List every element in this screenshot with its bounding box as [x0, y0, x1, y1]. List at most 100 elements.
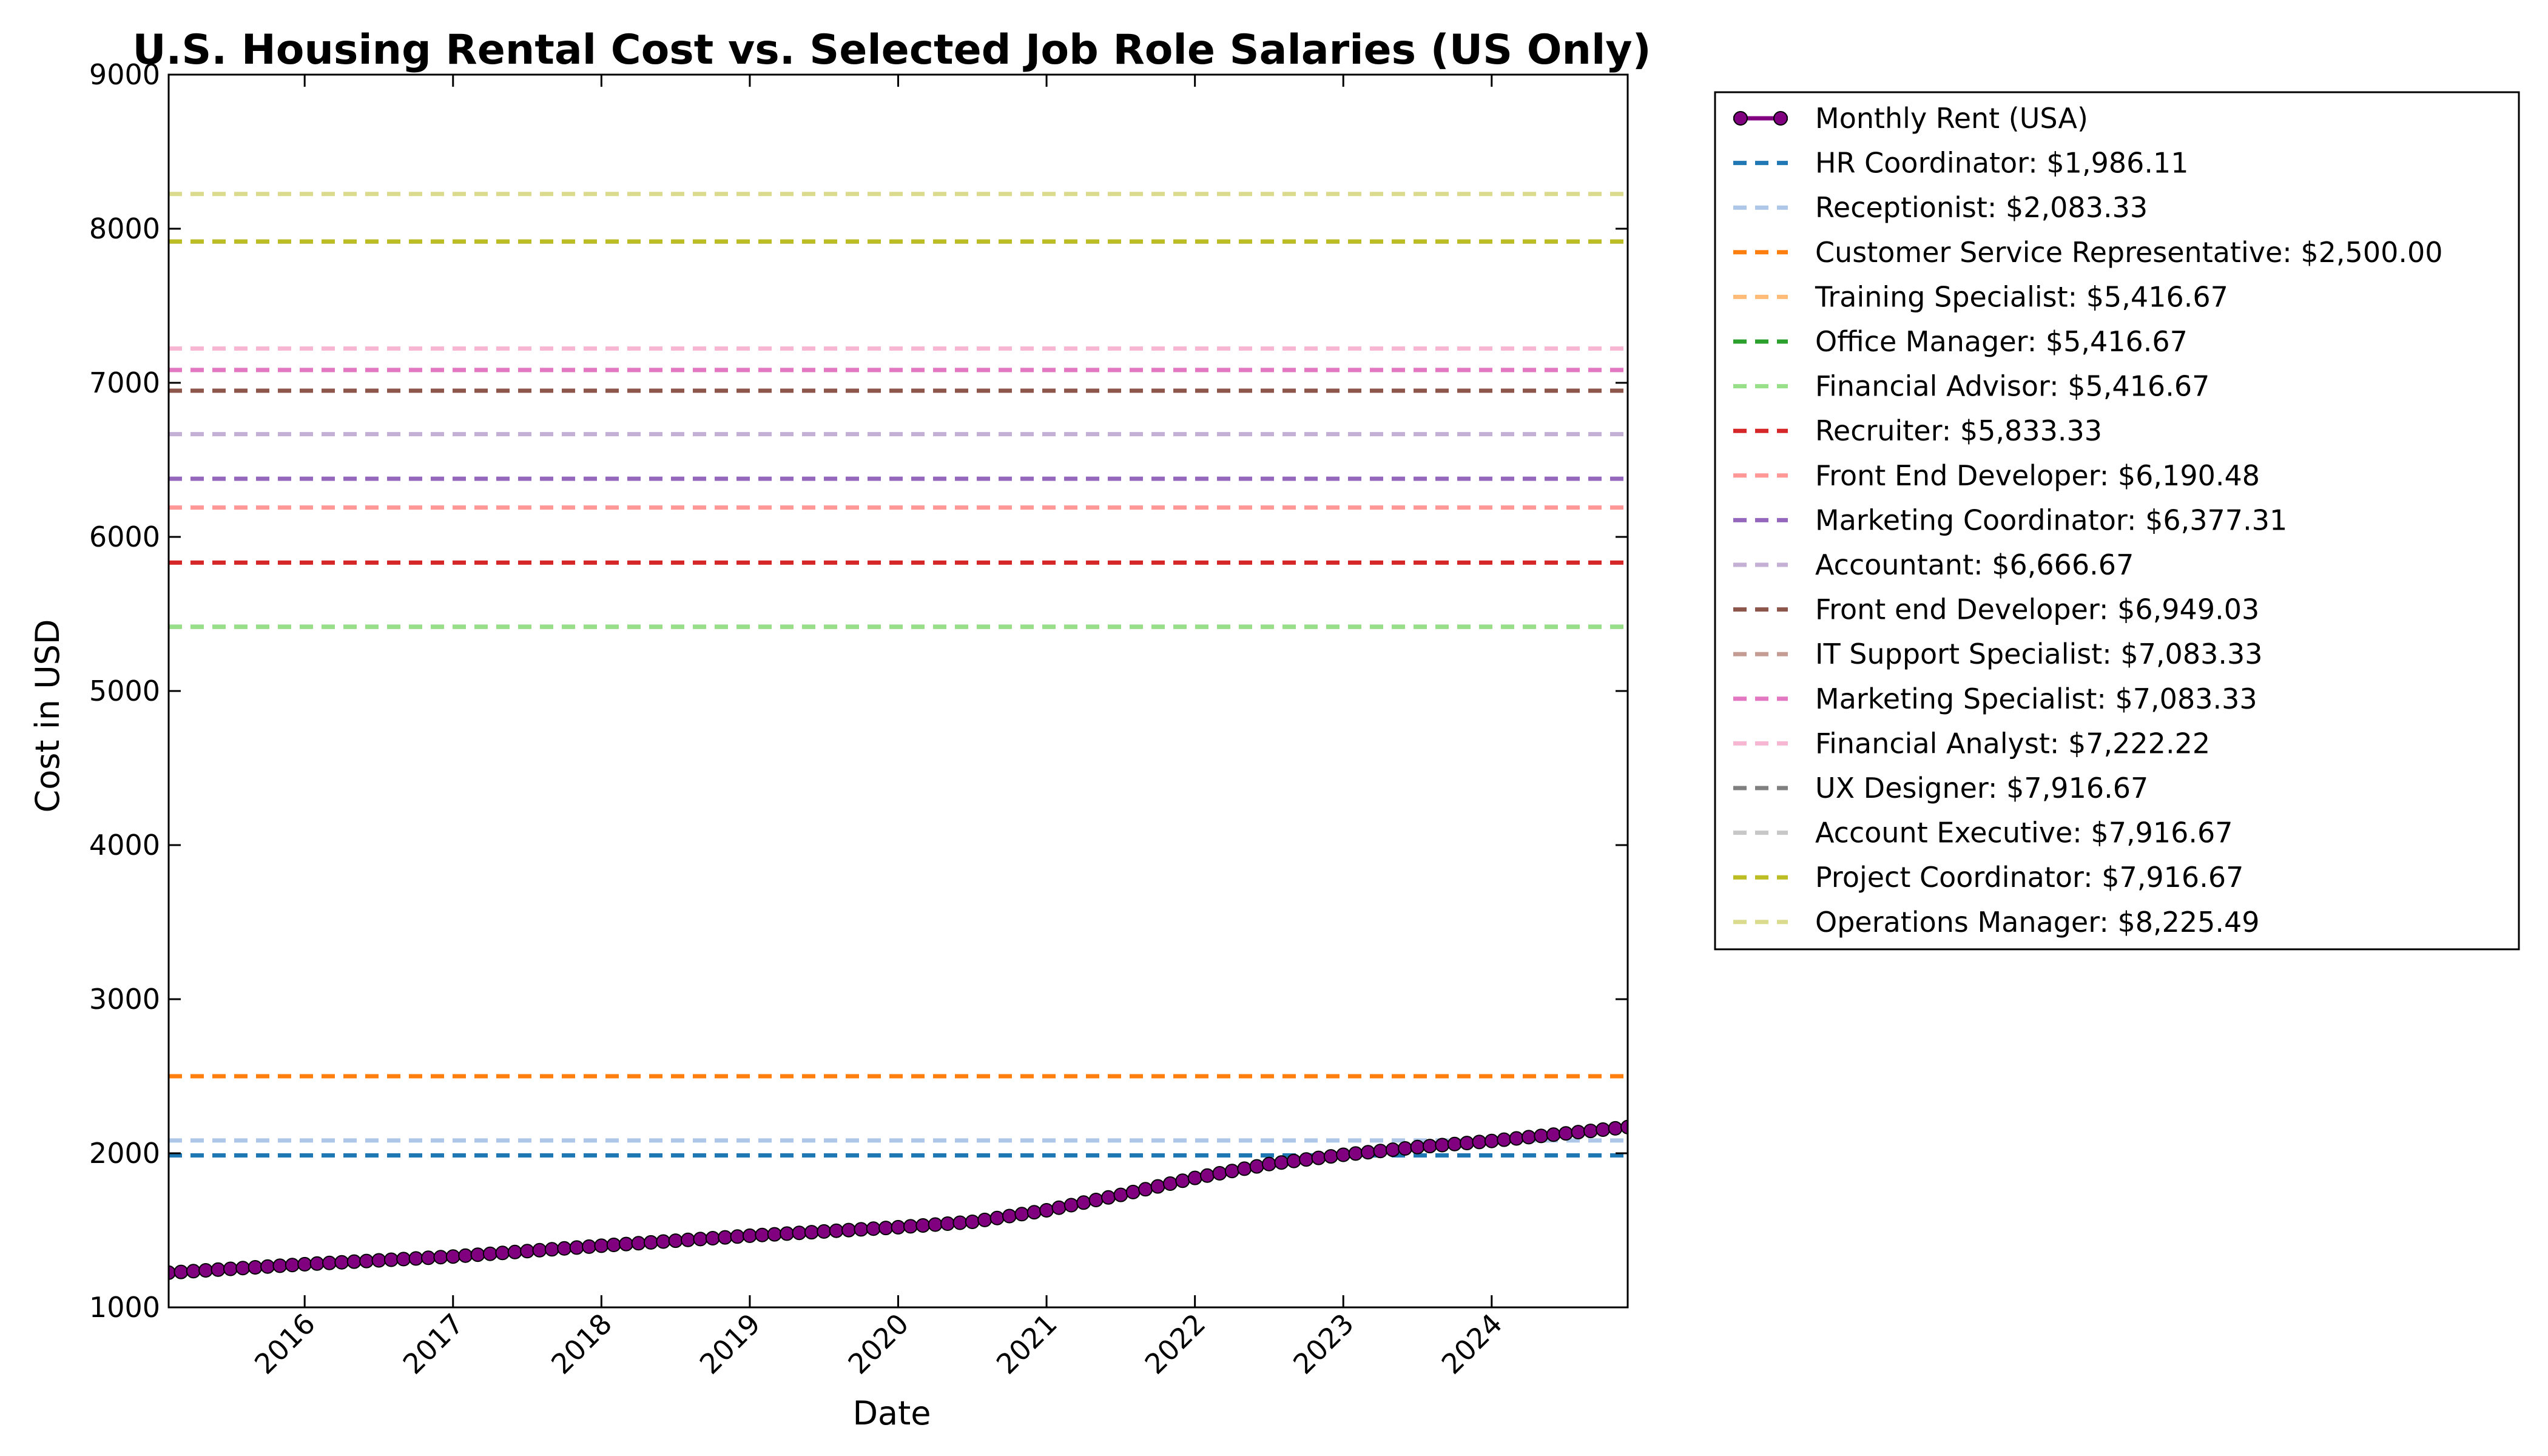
- rent-point-35: [594, 1238, 609, 1253]
- rent-point-21: [421, 1250, 436, 1266]
- rent-point-63: [940, 1216, 955, 1231]
- rent-point-82: [1175, 1173, 1190, 1188]
- rent-point-88: [1249, 1159, 1264, 1174]
- rent-point-31: [544, 1242, 559, 1257]
- rent-point-1: [174, 1264, 189, 1279]
- rent-point-40: [656, 1234, 671, 1249]
- legend-label-4: Office Manager: $5,416.67: [1815, 325, 2188, 358]
- y-tick-label-8: 9000: [89, 58, 160, 91]
- rent-point-67: [989, 1210, 1005, 1225]
- rent-point-118: [1620, 1119, 1628, 1134]
- rent-point-38: [631, 1236, 646, 1251]
- rent-point-62: [928, 1217, 943, 1232]
- y-tick-label-5: 6000: [89, 521, 160, 553]
- rent-point-108: [1497, 1132, 1512, 1147]
- rent-point-113: [1559, 1126, 1574, 1141]
- y-axis: 1000 2000 3000 4000 5000 6000 7000 8000 9000: [89, 58, 1628, 1324]
- rent-point-24: [458, 1248, 473, 1263]
- rent-point-25: [470, 1247, 485, 1262]
- x-axis-label: Date: [852, 1394, 931, 1432]
- rent-point-20: [408, 1251, 423, 1266]
- rent-point-56: [854, 1222, 869, 1237]
- rent-point-92: [1299, 1152, 1314, 1167]
- legend-label-10: Front end Developer: $6,949.03: [1815, 593, 2259, 626]
- legend-label-2: Customer Service Representative: $2,500.…: [1815, 236, 2443, 269]
- legend-label-11: IT Support Specialist: $7,083.33: [1815, 638, 2263, 670]
- legend-box: [1714, 91, 2520, 951]
- rent-point-97: [1361, 1145, 1375, 1160]
- rent-point-5: [223, 1261, 238, 1276]
- rent-point-71: [1039, 1203, 1054, 1218]
- rent-point-55: [841, 1222, 856, 1238]
- rent-point-86: [1224, 1164, 1239, 1179]
- rent-point-90: [1274, 1155, 1289, 1170]
- rent-point-18: [383, 1252, 399, 1267]
- rent-point-101: [1410, 1139, 1425, 1154]
- plot-area: [167, 73, 1629, 1309]
- rent-point-102: [1422, 1139, 1437, 1154]
- rent-point-37: [619, 1236, 634, 1252]
- y-tick-label-6: 7000: [89, 366, 160, 399]
- rent-point-29: [520, 1244, 535, 1259]
- rent-point-46: [730, 1229, 745, 1244]
- y-tick-label-1: 2000: [89, 1137, 160, 1170]
- rent-point-33: [569, 1240, 584, 1255]
- rent-point-13: [322, 1255, 337, 1270]
- legend-label-12: Marketing Specialist: $7,083.33: [1815, 682, 2257, 715]
- rent-point-110: [1521, 1130, 1536, 1145]
- rent-point-61: [915, 1218, 931, 1233]
- rent-point-7: [248, 1260, 263, 1275]
- rent-point-85: [1212, 1166, 1227, 1181]
- rent-point-12: [309, 1256, 325, 1271]
- rent-point-111: [1534, 1128, 1549, 1144]
- rent-point-96: [1348, 1146, 1363, 1161]
- rent-point-22: [433, 1250, 448, 1265]
- rent-point-103: [1435, 1138, 1450, 1153]
- rent-point-41: [668, 1233, 683, 1249]
- rent-point-32: [557, 1241, 572, 1256]
- y-tick-label-7: 8000: [89, 212, 160, 245]
- rent-point-78: [1125, 1184, 1141, 1199]
- rent-point-6: [235, 1261, 251, 1276]
- legend-label-8: Marketing Coordinator: $6,377.31: [1815, 504, 2287, 536]
- y-tick-label-2: 3000: [89, 983, 160, 1016]
- rent-point-50: [780, 1226, 795, 1241]
- rent-point-72: [1051, 1200, 1067, 1215]
- rent-point-17: [371, 1253, 386, 1268]
- rent-point-27: [495, 1245, 510, 1261]
- rent-point-53: [817, 1224, 832, 1239]
- rent-point-8: [260, 1259, 275, 1274]
- rent-point-68: [1002, 1208, 1017, 1224]
- legend-rent-marker: [1733, 111, 1748, 126]
- rent-point-48: [755, 1227, 770, 1242]
- y-tick-label-3: 4000: [89, 829, 160, 861]
- y-tick-label-4: 5000: [89, 675, 160, 707]
- rent-point-43: [693, 1232, 708, 1247]
- rent-point-54: [829, 1223, 844, 1238]
- rent-point-66: [977, 1212, 993, 1227]
- rent-point-116: [1596, 1122, 1611, 1137]
- legend-rent-marker-end: [1773, 111, 1788, 126]
- rent-point-57: [866, 1221, 881, 1236]
- rent-point-87: [1237, 1161, 1252, 1176]
- rent-point-47: [742, 1228, 757, 1243]
- rent-point-58: [878, 1221, 894, 1236]
- rent-point-80: [1150, 1179, 1165, 1194]
- rent-point-34: [582, 1239, 596, 1254]
- rent-point-100: [1398, 1141, 1413, 1156]
- rent-point-77: [1113, 1187, 1128, 1202]
- legend-label-5: Financial Advisor: $5,416.67: [1815, 370, 2209, 403]
- rent-point-64: [952, 1215, 968, 1230]
- rent-point-89: [1261, 1156, 1276, 1171]
- rent-point-69: [1014, 1207, 1030, 1222]
- rent-point-52: [804, 1225, 819, 1240]
- rent-point-3: [198, 1263, 214, 1278]
- rent-point-26: [482, 1246, 497, 1261]
- rent-point-44: [705, 1231, 720, 1245]
- rent-point-105: [1460, 1136, 1474, 1151]
- y-axis-label: Cost in USD: [29, 619, 67, 813]
- rent-point-65: [965, 1215, 980, 1229]
- rent-point-79: [1138, 1182, 1153, 1197]
- rent-point-91: [1286, 1153, 1301, 1168]
